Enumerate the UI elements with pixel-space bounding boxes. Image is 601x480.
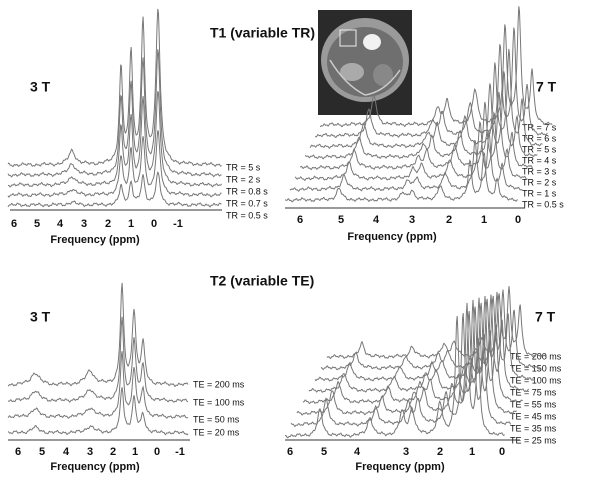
axis-label: Frequency (ppm) — [50, 234, 140, 246]
spectrum-trace — [7, 171, 222, 208]
x-tick-label: 3 — [81, 218, 87, 230]
x-tick-label: 2 — [446, 214, 452, 226]
trace-label: TE = 35 ms — [510, 423, 557, 433]
trace-label: TR = 0.5 s — [226, 210, 268, 220]
trace-label: TE = 200 ms — [193, 379, 245, 389]
x-tick-label: 0 — [499, 446, 505, 458]
axis-label: Frequency (ppm) — [355, 461, 445, 473]
spectrum-trace — [284, 302, 505, 439]
trace-label: TE = 75 ms — [510, 387, 557, 397]
x-tick-label: 4 — [373, 214, 380, 226]
x-tick-label: 2 — [437, 446, 443, 458]
x-tick-label: 1 — [132, 446, 138, 458]
trace-label: TE = 200 ms — [510, 351, 562, 361]
spectrum-trace — [7, 91, 222, 188]
trace-label: TR = 5 s — [226, 162, 261, 172]
spectrum-trace — [290, 299, 512, 427]
trace-label: TE = 100 ms — [193, 397, 245, 407]
x-tick-label: 5 — [338, 214, 344, 226]
x-tick-label: 5 — [321, 446, 327, 458]
spectrum-trace — [294, 111, 528, 182]
x-tick-label: -1 — [175, 446, 185, 458]
x-tick-label: 4 — [57, 218, 64, 230]
x-tick-label: 3 — [403, 446, 409, 458]
spectrum-trace — [319, 6, 553, 128]
x-tick-label: 3 — [87, 446, 93, 458]
spectrum-trace — [314, 291, 536, 382]
section-title: T1 (variable TR) — [210, 25, 315, 41]
x-tick-label: 6 — [15, 446, 21, 458]
x-tick-label: 4 — [63, 446, 70, 458]
x-tick-label: -1 — [173, 218, 183, 230]
x-tick-label: 5 — [34, 218, 40, 230]
spectrum-trace — [7, 130, 222, 198]
trace-label: TR = 7 s — [522, 122, 557, 132]
section-title: T2 (variable TE) — [210, 273, 314, 289]
x-tick-label: 1 — [128, 218, 134, 230]
trace-label: TR = 6 s — [522, 133, 557, 143]
x-tick-label: 6 — [297, 214, 303, 226]
trace-label: TE = 150 ms — [510, 363, 562, 373]
trace-label: TR = 0.5 s — [522, 199, 564, 209]
trace-label: TE = 20 ms — [193, 427, 240, 437]
field-label: 3 T — [30, 79, 51, 95]
field-label: 7 T — [536, 79, 557, 95]
trace-label: TR = 0.7 s — [226, 198, 268, 208]
trace-label: TE = 50 ms — [193, 414, 240, 424]
spectrum-trace — [7, 49, 222, 178]
trace-label: TR = 2 s — [226, 174, 261, 184]
trace-label: TR = 2 s — [522, 177, 557, 187]
spectrum-trace — [302, 295, 523, 405]
trace-label: TE = 55 ms — [510, 399, 557, 409]
spectrum-trace — [300, 91, 533, 171]
spectrum-trace — [7, 282, 189, 387]
x-tick-label: 5 — [39, 446, 45, 458]
x-tick-label: 6 — [287, 446, 293, 458]
x-tick-label: 3 — [409, 214, 415, 226]
x-tick-label: 0 — [154, 446, 160, 458]
trace-label: TR = 1 s — [522, 188, 557, 198]
spectrum-trace — [289, 131, 523, 192]
x-tick-label: 6 — [11, 218, 17, 230]
trace-label: TE = 25 ms — [510, 435, 557, 445]
x-tick-label: 0 — [151, 218, 157, 230]
axis-label: Frequency (ppm) — [347, 231, 437, 243]
trace-label: TE = 45 ms — [510, 411, 557, 421]
trace-label: TE = 100 ms — [510, 375, 562, 385]
field-label: 3 T — [30, 309, 51, 325]
spectrum-trace — [7, 351, 189, 419]
spectrum-trace — [284, 151, 518, 203]
trace-label: TR = 0.8 s — [226, 186, 268, 196]
spectrum-trace — [314, 27, 548, 138]
spectrum-trace — [309, 48, 543, 149]
spectrum-trace — [7, 316, 188, 403]
field-label: 7 T — [535, 309, 556, 325]
spectrum-trace — [8, 387, 189, 436]
x-tick-label: 4 — [354, 446, 361, 458]
mri-inset — [318, 10, 412, 115]
x-tick-label: 0 — [515, 214, 521, 226]
axis-label: Frequency (ppm) — [50, 461, 140, 473]
x-tick-label: 1 — [469, 446, 475, 458]
trace-label: TR = 3 s — [522, 166, 557, 176]
spectrum-trace — [304, 71, 538, 160]
x-tick-label: 1 — [481, 214, 487, 226]
trace-label: TR = 4 s — [522, 155, 557, 165]
trace-label: TR = 5 s — [522, 144, 557, 154]
spectrum-trace — [308, 294, 530, 393]
x-tick-label: 2 — [105, 218, 111, 230]
spectrum-trace — [7, 8, 222, 168]
x-tick-label: 2 — [110, 446, 116, 458]
spectrum-trace — [296, 297, 517, 416]
